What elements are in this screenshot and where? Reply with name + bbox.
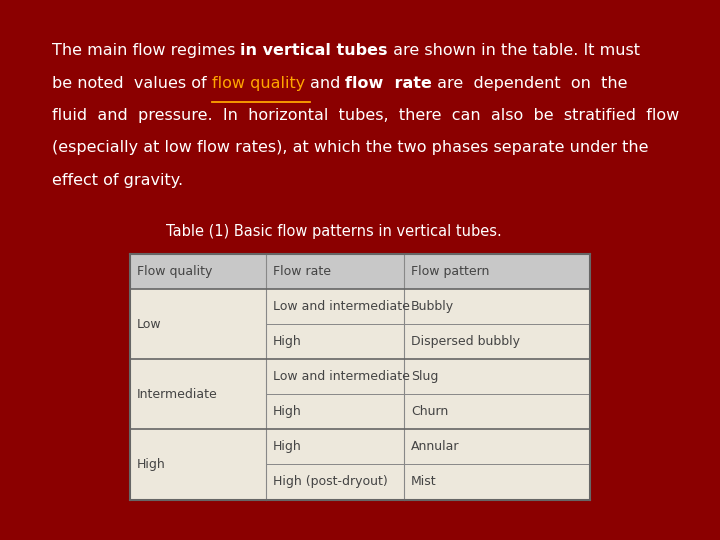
Text: High: High <box>137 458 166 471</box>
Text: flow  rate: flow rate <box>346 76 432 91</box>
Text: High: High <box>273 335 302 348</box>
Text: Table (1) Basic flow patterns in vertical tubes.: Table (1) Basic flow patterns in vertica… <box>166 224 501 239</box>
Text: High (post-dryout): High (post-dryout) <box>273 475 387 489</box>
Text: Bubbly: Bubbly <box>411 300 454 313</box>
Text: fluid  and  pressure.  In  horizontal  tubes,  there  can  also  be  stratified : fluid and pressure. In horizontal tubes,… <box>52 108 679 123</box>
Text: effect of gravity.: effect of gravity. <box>52 173 183 188</box>
Text: are  dependent  on  the: are dependent on the <box>432 76 628 91</box>
Text: Flow pattern: Flow pattern <box>411 265 490 278</box>
Text: Slug: Slug <box>411 370 438 383</box>
Text: are shown in the table. It must: are shown in the table. It must <box>388 43 640 58</box>
Text: Annular: Annular <box>411 440 459 454</box>
Text: Flow quality: Flow quality <box>137 265 212 278</box>
Text: Mist: Mist <box>411 475 436 489</box>
Text: Intermediate: Intermediate <box>137 388 217 401</box>
Text: (especially at low flow rates), at which the two phases separate under the: (especially at low flow rates), at which… <box>52 140 648 156</box>
Text: in vertical tubes: in vertical tubes <box>240 43 388 58</box>
Text: be noted  values of: be noted values of <box>52 76 212 91</box>
Text: flow quality: flow quality <box>212 76 310 91</box>
Text: Low: Low <box>137 318 161 330</box>
Text: Low and intermediate: Low and intermediate <box>273 370 410 383</box>
Text: Low and intermediate: Low and intermediate <box>273 300 410 313</box>
Text: High: High <box>273 440 302 454</box>
Text: Flow rate: Flow rate <box>273 265 330 278</box>
Text: High: High <box>273 405 302 418</box>
Text: and: and <box>310 76 346 91</box>
Text: The main flow regimes: The main flow regimes <box>52 43 240 58</box>
Text: Churn: Churn <box>411 405 449 418</box>
Text: Dispersed bubbly: Dispersed bubbly <box>411 335 520 348</box>
